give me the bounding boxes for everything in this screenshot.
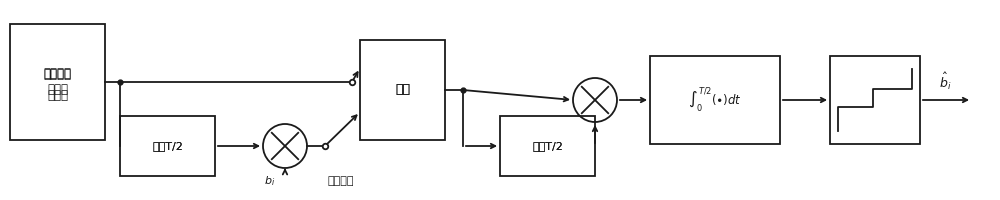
- Text: 混沌信号
发生器: 混沌信号 发生器: [44, 68, 72, 96]
- Bar: [500, 116, 595, 176]
- Text: 信道: 信道: [395, 83, 410, 96]
- Text: 信息比特: 信息比特: [328, 176, 354, 186]
- Bar: [360, 40, 445, 140]
- Bar: [120, 116, 215, 176]
- Text: 延时T/2: 延时T/2: [532, 141, 563, 151]
- Text: 延时T/2: 延时T/2: [152, 141, 183, 151]
- Text: $\int_0^{T/2}(\bullet)dt$: $\int_0^{T/2}(\bullet)dt$: [688, 86, 742, 114]
- Text: 混沌信号: 混沌信号: [44, 67, 72, 80]
- Text: 延时T/2: 延时T/2: [152, 141, 183, 151]
- Bar: [10, 24, 105, 140]
- Text: 延时T/2: 延时T/2: [532, 141, 563, 151]
- Text: $\hat{b}_i$: $\hat{b}_i$: [939, 70, 951, 92]
- Text: $b_i$: $b_i$: [264, 174, 276, 188]
- Bar: [830, 56, 920, 144]
- Text: 发生器: 发生器: [47, 89, 68, 102]
- Text: 信道: 信道: [395, 83, 410, 96]
- Bar: [650, 56, 780, 144]
